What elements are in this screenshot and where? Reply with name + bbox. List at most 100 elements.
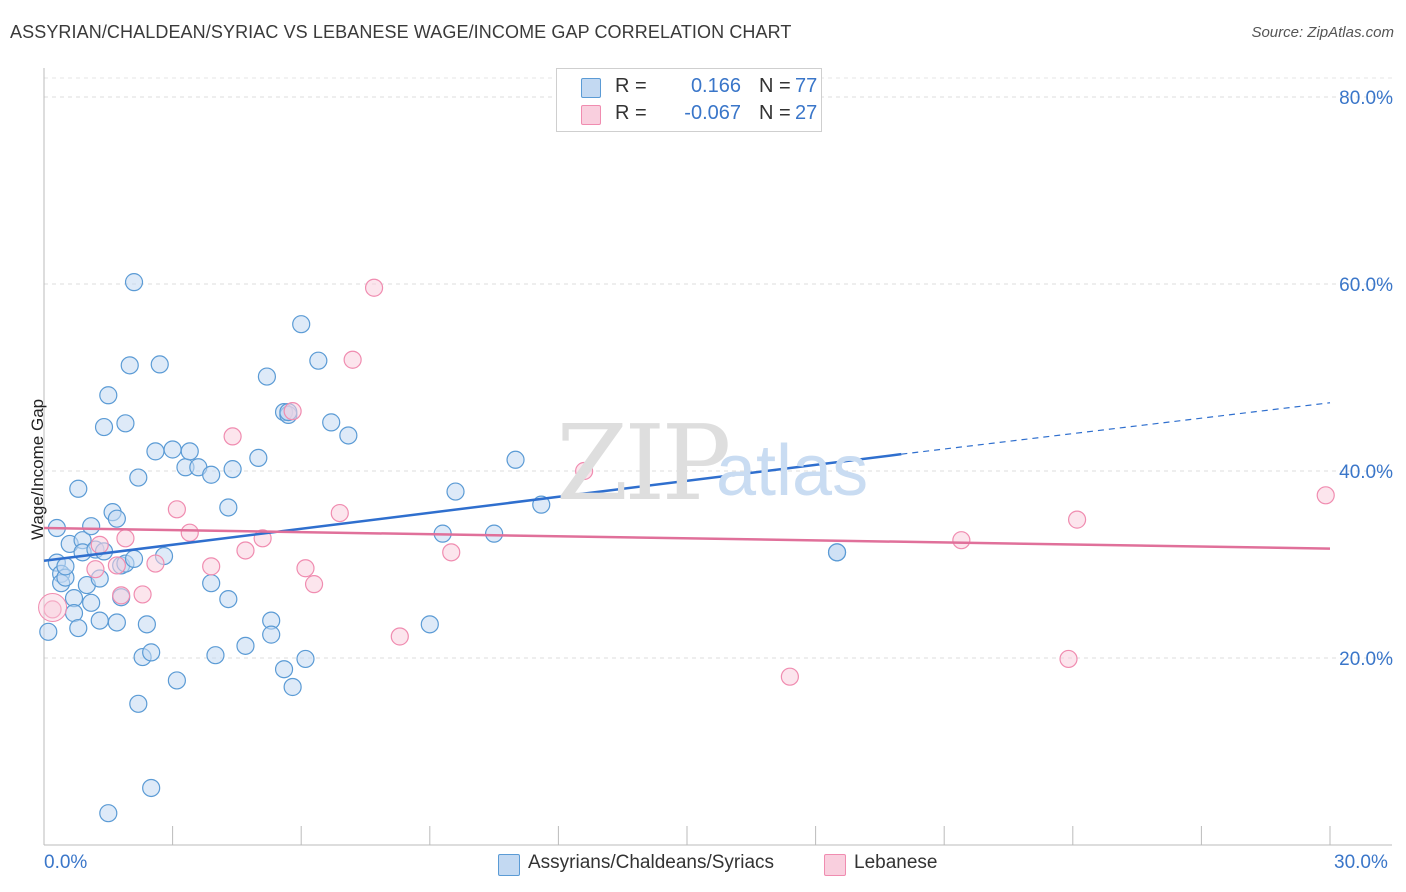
point-assyrian xyxy=(206,646,225,665)
point-assyrian xyxy=(56,557,75,576)
point-assyrian xyxy=(506,450,525,469)
point-assyrian xyxy=(446,482,465,501)
point-lebanese xyxy=(167,500,186,519)
legend-n-value: 27 xyxy=(795,102,818,124)
point-assyrian xyxy=(249,448,268,468)
legend-n-label: N = xyxy=(759,102,791,124)
point-assyrian xyxy=(142,643,161,662)
y-tick-label: 80.0% xyxy=(1339,88,1393,109)
point-assyrian xyxy=(223,460,242,479)
point-assyrian xyxy=(39,622,58,641)
point-assyrian xyxy=(69,618,88,638)
y-tick-label: 20.0% xyxy=(1339,649,1393,670)
point-lebanese xyxy=(107,556,126,575)
point-lebanese xyxy=(575,461,594,481)
point-assyrian xyxy=(219,498,238,517)
gridlines xyxy=(44,77,1392,659)
legend-r-value: 0.166 xyxy=(690,75,741,97)
watermark-atlas: atlas xyxy=(716,431,869,511)
y-axis-label: Wage/Income Gap xyxy=(28,398,47,540)
legend-r-value: -0.067 xyxy=(684,102,741,124)
point-assyrian xyxy=(274,660,294,679)
point-lebanese xyxy=(1059,649,1078,669)
point-lebanese xyxy=(223,427,242,446)
trend-line-lebanese xyxy=(43,526,1331,550)
point-assyrian xyxy=(827,543,847,562)
legend-n-label: N = xyxy=(759,75,791,97)
point-assyrian xyxy=(107,509,126,528)
point-lebanese xyxy=(364,278,384,297)
axes xyxy=(43,68,1392,846)
point-lebanese xyxy=(116,529,135,548)
point-assyrian xyxy=(339,426,358,445)
point-lebanese xyxy=(390,627,409,646)
bottom-legend-label: Lebanese xyxy=(854,852,938,873)
point-assyrian xyxy=(99,804,118,823)
point-lebanese xyxy=(112,586,131,605)
point-assyrian xyxy=(219,589,238,609)
point-lebanese xyxy=(90,535,109,554)
point-lebanese xyxy=(283,402,302,421)
bottom-legend-swatch-assyrian xyxy=(498,854,520,876)
point-lebanese xyxy=(86,560,105,579)
point-lebanese xyxy=(146,554,165,573)
point-assyrian xyxy=(129,468,148,487)
watermark-zip: ZIP xyxy=(556,402,731,524)
point-assyrian xyxy=(99,386,118,405)
point-lebanese xyxy=(1067,510,1087,529)
point-assyrian xyxy=(69,479,88,498)
legend-r-label: R = xyxy=(615,75,647,97)
point-assyrian xyxy=(292,315,311,334)
source-label: Source: ZipAtlas.com xyxy=(1251,24,1394,41)
point-assyrian xyxy=(202,465,221,484)
point-assyrian xyxy=(163,440,182,459)
point-assyrian xyxy=(142,778,161,798)
trend-line-assyrian xyxy=(43,452,902,563)
x-tick-label-max: 30.0% xyxy=(1334,852,1388,873)
point-assyrian xyxy=(420,615,439,634)
point-lebanese xyxy=(343,350,362,369)
point-assyrian xyxy=(322,413,341,432)
chart-title: ASSYRIAN/CHALDEAN/SYRIAC VS LEBANESE WAG… xyxy=(10,22,792,42)
point-assyrian xyxy=(146,442,165,461)
point-assyrian xyxy=(82,517,101,536)
point-assyrian xyxy=(82,593,101,612)
legend-r-label: R = xyxy=(615,102,647,124)
point-assyrian xyxy=(167,671,186,690)
point-assyrian xyxy=(116,414,135,433)
stats-legend: R = 0.166 N = 77 R = -0.067 N = 27 xyxy=(556,68,822,132)
point-assyrian xyxy=(150,355,169,374)
legend-swatch-assyrian xyxy=(581,78,601,98)
legend-n-value: 77 xyxy=(795,75,818,97)
y-tick-label: 40.0% xyxy=(1339,462,1393,483)
point-assyrian xyxy=(296,649,315,669)
point-lebanese xyxy=(1316,486,1335,505)
point-assyrian xyxy=(180,442,199,461)
point-assyrian xyxy=(485,524,504,543)
legend-swatch-lebanese xyxy=(581,105,601,125)
point-lebanese xyxy=(330,503,349,523)
point-assyrian xyxy=(309,351,328,370)
point-assyrian xyxy=(129,694,148,713)
trend-line-assyrian-extension xyxy=(901,402,1331,455)
point-lebanese xyxy=(304,575,324,594)
point-lebanese xyxy=(133,585,152,604)
bottom-legend-swatch-lebanese xyxy=(824,854,846,876)
point-assyrian xyxy=(124,273,144,292)
point-assyrian xyxy=(257,367,277,386)
trend-lines xyxy=(43,402,1331,563)
data-points xyxy=(38,273,1335,823)
point-assyrian xyxy=(124,549,144,568)
point-assyrian xyxy=(202,574,221,593)
point-assyrian xyxy=(107,613,126,632)
point-assyrian xyxy=(137,615,156,634)
point-lebanese xyxy=(202,557,221,576)
point-assyrian xyxy=(90,611,109,630)
point-assyrian xyxy=(262,625,281,644)
point-assyrian xyxy=(64,604,84,623)
point-lebanese xyxy=(952,531,971,550)
point-assyrian xyxy=(283,677,302,697)
y-tick-labels: 20.0% 40.0% 60.0% 80.0% xyxy=(1339,88,1393,670)
point-lebanese xyxy=(38,593,68,623)
